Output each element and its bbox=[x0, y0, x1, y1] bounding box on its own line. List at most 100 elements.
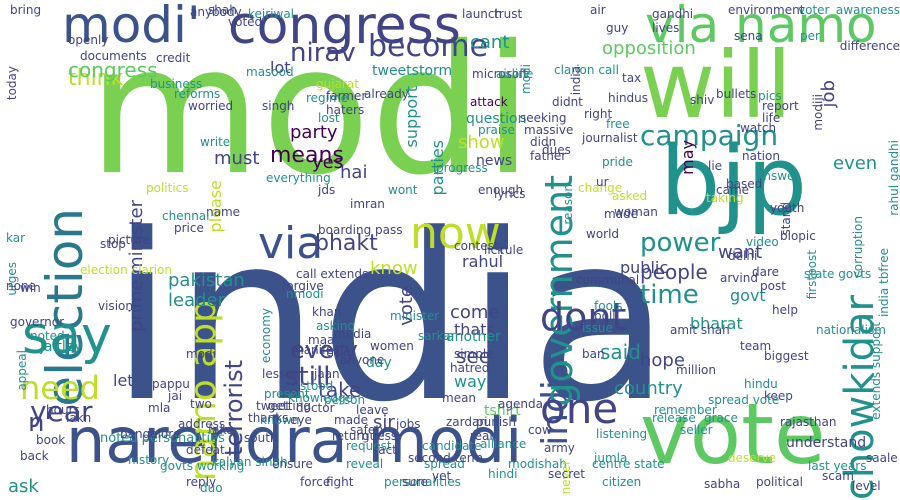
cloud-word: congress bbox=[228, 0, 461, 56]
cloud-word: opposition bbox=[602, 38, 696, 59]
cloud-word: grace bbox=[704, 411, 738, 425]
cloud-word: trust bbox=[494, 7, 523, 21]
cloud-word: manifest bbox=[292, 343, 345, 357]
cloud-word: take bbox=[318, 378, 362, 402]
cloud-word: pics bbox=[758, 89, 782, 103]
cloud-word: woman bbox=[614, 205, 658, 219]
cloud-word: reveal bbox=[346, 457, 384, 471]
cloud-word: via bbox=[258, 218, 324, 269]
cloud-word: saale bbox=[866, 451, 898, 465]
cloud-word: price bbox=[174, 221, 204, 235]
cloud-word: jobs bbox=[396, 417, 421, 431]
cloud-word: lyrics bbox=[494, 187, 526, 201]
cloud-word: sena bbox=[734, 29, 763, 43]
cloud-word: personalities bbox=[384, 475, 461, 489]
cloud-word: gujarat bbox=[316, 77, 359, 91]
cloud-word: know bbox=[370, 258, 418, 279]
cloud-word: hindi bbox=[488, 467, 518, 481]
cloud-word: leave bbox=[356, 403, 389, 417]
cloud-word: vision bbox=[98, 299, 133, 313]
cloud-word: zardari bbox=[446, 415, 488, 429]
cloud-word: hindu bbox=[744, 377, 778, 391]
cloud-word: change bbox=[578, 181, 623, 195]
cloud-word: documents bbox=[80, 49, 147, 63]
cloud-word: stop bbox=[100, 237, 126, 251]
cloud-word: bhakt bbox=[315, 231, 378, 256]
cloud-word: candidate bbox=[422, 439, 482, 453]
cloud-word: sir bbox=[373, 412, 395, 433]
cloud-word: last years bbox=[808, 459, 867, 473]
cloud-word: true bbox=[326, 345, 351, 359]
cloud-word: clarion call bbox=[554, 63, 619, 77]
cloud-word: anybody bbox=[190, 5, 242, 19]
cloud-word: punish bbox=[476, 415, 517, 429]
cloud-word: tax bbox=[622, 71, 642, 85]
cloud-word: sarkar bbox=[418, 329, 456, 343]
cloud-word: answer bbox=[756, 169, 800, 183]
cloud-word: known bbox=[260, 413, 300, 427]
cloud-word: came bbox=[716, 183, 750, 197]
cloud-word: poll bbox=[594, 309, 616, 323]
cloud-word: safety bbox=[350, 423, 388, 437]
cloud-word: lesson bbox=[262, 367, 301, 381]
cloud-word: fight bbox=[326, 475, 354, 489]
cloud-word: forgive bbox=[282, 279, 324, 293]
cloud-word: deserve bbox=[728, 451, 777, 465]
cloud-word: based bbox=[726, 177, 763, 191]
cloud-word: women bbox=[370, 339, 414, 353]
cloud-word: firstpost bbox=[805, 250, 819, 300]
cloud-word: million bbox=[676, 363, 716, 377]
cloud-word: present bbox=[264, 387, 310, 401]
cloud-word: singh bbox=[262, 99, 295, 113]
cloud-word: public bbox=[620, 258, 669, 277]
cloud-word: guess bbox=[362, 429, 398, 443]
cloud-word: release bbox=[652, 411, 696, 425]
cloud-word: launch bbox=[462, 7, 503, 21]
cloud-word: need bbox=[20, 369, 100, 407]
cloud-word: modiji bbox=[811, 94, 825, 131]
cloud-word: become bbox=[368, 29, 489, 64]
cloud-word: jumla bbox=[594, 451, 628, 465]
cloud-word: reply bbox=[186, 475, 217, 489]
cloud-word: pride bbox=[602, 155, 633, 169]
cloud-word: citizen bbox=[602, 475, 642, 489]
cloud-word: stood bbox=[300, 379, 334, 393]
cloud-word: india bbox=[110, 186, 671, 453]
cloud-word: taking bbox=[706, 191, 744, 205]
cloud-word: dare bbox=[752, 265, 780, 279]
cloud-word: india bbox=[569, 66, 583, 96]
cloud-word: army bbox=[544, 441, 575, 455]
cloud-word: secret bbox=[548, 467, 585, 481]
cloud-word: microsoft bbox=[472, 67, 528, 81]
cloud-word: reforms bbox=[174, 87, 221, 101]
cloud-word: listening bbox=[596, 427, 648, 441]
cloud-word: ensure bbox=[272, 457, 313, 471]
cloud-word: seeking bbox=[520, 111, 567, 125]
cloud-word: ban bbox=[582, 347, 605, 361]
cloud-word: sabha bbox=[704, 477, 741, 491]
cloud-word: n' bbox=[28, 408, 52, 438]
cloud-word: team bbox=[740, 339, 772, 353]
cloud-word: year bbox=[30, 395, 93, 428]
cloud-word: country bbox=[614, 378, 683, 399]
cloud-word: people bbox=[640, 260, 708, 284]
cloud-word: farmer bbox=[326, 89, 367, 103]
cloud-word: governor bbox=[10, 315, 65, 329]
cloud-word: getting bbox=[268, 399, 311, 413]
cloud-word: amit shah bbox=[670, 323, 730, 337]
cloud-word: issue bbox=[582, 321, 613, 335]
cloud-word: made bbox=[604, 207, 639, 221]
cloud-word: bjp bbox=[660, 127, 807, 237]
cloud-word: will bbox=[640, 32, 792, 139]
cloud-word: may bbox=[678, 140, 697, 175]
cloud-word: appeal bbox=[15, 350, 29, 391]
cloud-word: day bbox=[366, 355, 392, 371]
cloud-word: spread bbox=[424, 457, 465, 471]
cloud-word: want bbox=[718, 242, 763, 263]
cloud-word: means bbox=[270, 143, 344, 168]
cloud-word: already bbox=[364, 87, 409, 101]
cloud-word: narendra modi bbox=[66, 404, 523, 477]
cloud-word: maa bbox=[308, 333, 335, 347]
cloud-word: request bbox=[346, 439, 392, 453]
cloud-word: today bbox=[5, 66, 19, 101]
